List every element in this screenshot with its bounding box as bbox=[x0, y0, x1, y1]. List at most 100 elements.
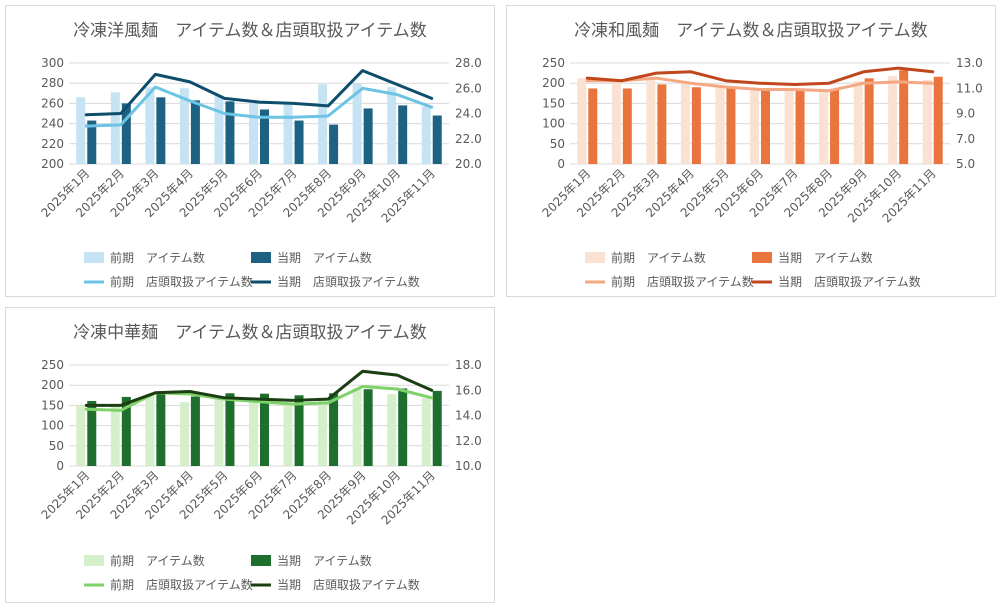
y-right-tick-label: 20.0 bbox=[455, 157, 482, 171]
bar-prev-items bbox=[283, 103, 293, 164]
bar-cur-items bbox=[260, 393, 269, 466]
bar-cur-items bbox=[294, 120, 304, 164]
y-left-tick-label: 150 bbox=[542, 96, 565, 110]
y-right-tick-label: 22.0 bbox=[455, 132, 482, 146]
bar-cur-items bbox=[864, 78, 874, 164]
bar-cur-items bbox=[294, 395, 304, 466]
bar-prev-items bbox=[145, 395, 155, 466]
legend-label-prev-items: 前期 アイテム数 bbox=[110, 250, 205, 265]
legend-swatch-cur-items bbox=[251, 555, 271, 566]
y-right-tick-label: 28.0 bbox=[455, 56, 482, 70]
y-left-tick-label: 150 bbox=[41, 398, 64, 412]
chart-title: 冷凍中華麺 アイテム数＆店頭取扱アイテム数 bbox=[73, 323, 427, 343]
legend-label-cur-items: 当期 アイテム数 bbox=[778, 250, 873, 265]
legend-label-prev-items: 前期 アイテム数 bbox=[110, 553, 205, 568]
y-left-tick-label: 200 bbox=[41, 157, 64, 171]
chart-western-noodles: 冷凍洋風麺 アイテム数＆店頭取扱アイテム数 200 220 240 260 280 300 2… bbox=[39, 21, 482, 289]
y-right-tick-label: 18.0 bbox=[455, 358, 482, 372]
bar-prev-items bbox=[888, 75, 898, 164]
bar-prev-items bbox=[853, 81, 863, 164]
bar-cur-items bbox=[225, 101, 235, 164]
y-right-tick-label: 14.0 bbox=[455, 409, 482, 423]
bar-prev-items bbox=[715, 86, 725, 164]
bar-prev-items bbox=[76, 97, 86, 164]
bar-cur-items bbox=[329, 393, 339, 466]
legend-label-cur-items: 当期 アイテム数 bbox=[277, 553, 372, 568]
bar-prev-items bbox=[421, 398, 431, 466]
y-left-tick-label: 220 bbox=[41, 137, 64, 151]
y-right-tick-label: 16.0 bbox=[455, 383, 482, 397]
bar-prev-items bbox=[249, 101, 258, 164]
bar-cur-items bbox=[622, 88, 632, 164]
bar-prev-items bbox=[179, 402, 189, 466]
y-left-tick-label: 200 bbox=[41, 378, 64, 392]
chart-panel-chinese-noodles: 冷凍中華麺 アイテム数＆店頭取扱アイテム数 0 50 100 150 200 250 10.0… bbox=[5, 307, 495, 603]
bar-prev-items bbox=[179, 88, 189, 164]
y-left-tick-label: 200 bbox=[542, 76, 565, 90]
legend-label-cur-store: 当期 店頭取扱アイテム数 bbox=[778, 274, 921, 289]
bar-cur-items bbox=[190, 396, 200, 466]
bar-prev-items bbox=[680, 83, 690, 164]
bar-cur-items bbox=[899, 70, 909, 164]
y-left-tick-label: 100 bbox=[41, 419, 64, 433]
y-right-tick-label: 12.0 bbox=[455, 434, 482, 448]
y-left-tick-label: 100 bbox=[542, 117, 565, 131]
y-right-tick-label: 5.0 bbox=[956, 157, 975, 171]
legend-label-cur-store: 当期 店頭取扱アイテム数 bbox=[277, 274, 420, 289]
bar-cur-items bbox=[87, 120, 97, 164]
bar-cur-items bbox=[87, 400, 97, 466]
y-left-tick-label: 300 bbox=[41, 56, 64, 70]
y-left-tick-label: 0 bbox=[56, 459, 64, 473]
legend-label-cur-store: 当期 店頭取扱アイテム数 bbox=[277, 577, 420, 592]
bar-cur-items bbox=[398, 388, 408, 466]
bar-cur-items bbox=[121, 103, 131, 164]
chart-japanese-noodles: 冷凍和風麺 アイテム数＆店頭取扱アイテム数 0 50 100 150 200 250 5.0 7… bbox=[540, 21, 983, 289]
bar-prev-items bbox=[110, 92, 120, 164]
line-prev-store-items bbox=[585, 76, 935, 93]
bar-cur-items bbox=[363, 108, 373, 164]
bar-prev-items bbox=[214, 95, 224, 164]
legend-label-cur-items: 当期 アイテム数 bbox=[277, 250, 372, 265]
bar-cur-items bbox=[398, 105, 408, 164]
legend-swatch-prev-items bbox=[84, 555, 104, 566]
y-left-tick-label: 250 bbox=[542, 56, 565, 70]
chart-panel-japanese-noodles: 冷凍和風麺 アイテム数＆店頭取扱アイテム数 0 50 100 150 200 250 5.0 7… bbox=[506, 5, 996, 297]
bar-prev-items bbox=[646, 79, 656, 164]
y-right-tick-label: 9.0 bbox=[956, 107, 975, 121]
legend-label-prev-items: 前期 アイテム数 bbox=[611, 250, 706, 265]
bar-cur-items bbox=[156, 393, 166, 466]
y-right-tick-label: 11.0 bbox=[956, 81, 983, 95]
bar-prev-items bbox=[784, 89, 794, 164]
bar-cur-items bbox=[329, 124, 339, 164]
bar-prev-items bbox=[819, 91, 829, 164]
y-left-tick-label: 0 bbox=[557, 157, 565, 171]
line-prev-store-items bbox=[84, 85, 434, 128]
bar-prev-items bbox=[387, 87, 397, 164]
y-left-tick-label: 250 bbox=[41, 358, 64, 372]
bar-prev-items bbox=[352, 388, 362, 466]
line-cur-store-items bbox=[84, 369, 434, 407]
line-prev-store-items bbox=[84, 385, 434, 412]
line-cur-store-items bbox=[84, 69, 434, 117]
bar-prev-items bbox=[750, 89, 759, 164]
bar-cur-items bbox=[657, 84, 667, 164]
y-left-tick-label: 280 bbox=[41, 76, 64, 90]
bar-cur-items bbox=[432, 115, 442, 164]
bar-cur-items bbox=[830, 88, 840, 164]
bar-prev-items bbox=[249, 399, 258, 466]
line-cur-store-items bbox=[585, 66, 935, 86]
y-left-tick-label: 240 bbox=[41, 117, 64, 131]
bar-cur-items bbox=[761, 88, 770, 164]
y-right-tick-label: 10.0 bbox=[455, 459, 482, 473]
bar-prev-items bbox=[318, 84, 328, 164]
bar-cur-items bbox=[726, 86, 736, 164]
bar-cur-items bbox=[156, 97, 166, 164]
bar-cur-items bbox=[691, 87, 701, 164]
y-left-tick-label: 50 bbox=[550, 137, 565, 151]
legend-label-prev-store: 前期 店頭取扱アイテム数 bbox=[611, 274, 754, 289]
chart-panel-western-noodles: 冷凍洋風麺 アイテム数＆店頭取扱アイテム数 200 220 240 260 280 300 2… bbox=[5, 5, 495, 297]
legend-swatch-cur-items bbox=[251, 252, 271, 263]
bar-prev-items bbox=[387, 394, 397, 466]
bar-cur-items bbox=[190, 100, 200, 164]
bar-cur-items bbox=[933, 76, 943, 164]
